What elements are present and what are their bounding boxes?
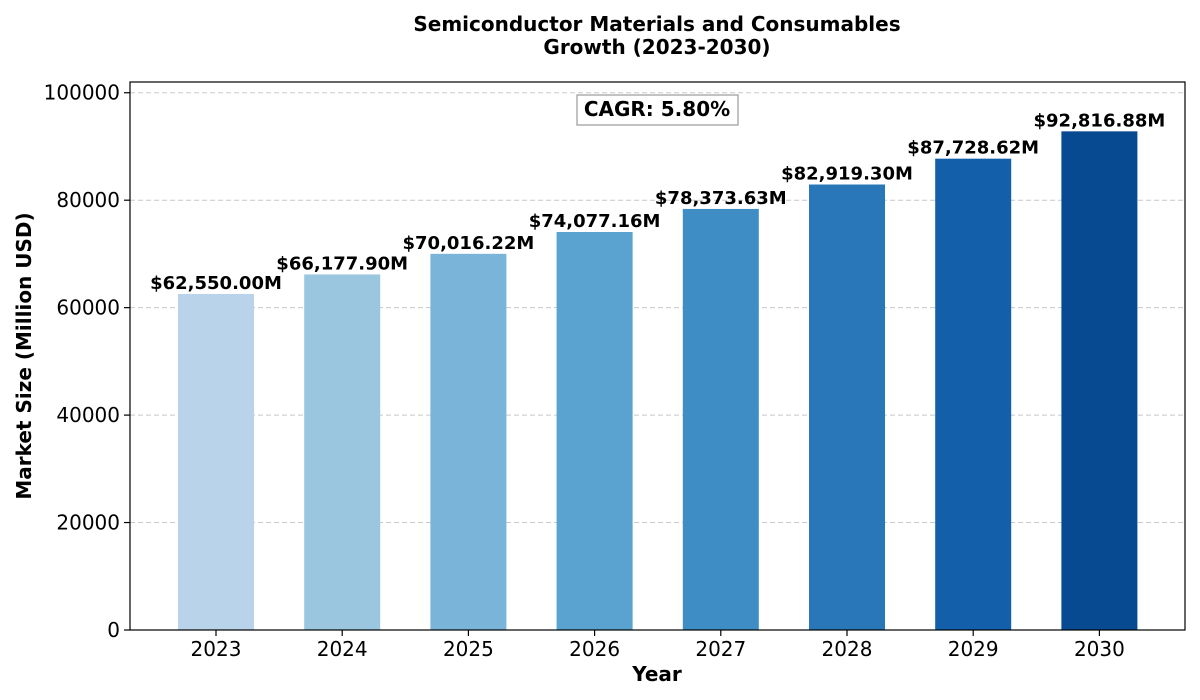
- x-axis-ticks: 2023 2024 2025 2026 2027 2028 2029 2030: [191, 630, 1125, 661]
- y-tick-label: 20000: [56, 511, 120, 535]
- y-axis-label: Market Size (Million USD): [12, 212, 36, 499]
- y-axis-ticks: 0 20000 40000 60000 80000 100000: [44, 81, 130, 642]
- bar-2025: [430, 253, 507, 631]
- x-axis-label: Year: [631, 662, 682, 686]
- data-label-2030: $92,816.88M: [1034, 110, 1166, 131]
- y-tick-label: 80000: [56, 188, 120, 212]
- data-label-2026: $74,077.16M: [529, 211, 661, 232]
- x-tick-label: 2023: [191, 637, 242, 661]
- x-tick-label: 2026: [569, 637, 620, 661]
- data-label-2025: $70,016.22M: [403, 233, 535, 254]
- data-label-2023: $62,550.00M: [150, 273, 282, 294]
- x-tick-label: 2025: [443, 637, 494, 661]
- bar-2026: [556, 232, 633, 630]
- bars: [178, 131, 1138, 631]
- x-tick-label: 2030: [1074, 637, 1125, 661]
- cagr-annotation: CAGR: 5.80%: [576, 94, 739, 126]
- bar-2024: [304, 274, 381, 630]
- y-tick-label: 100000: [44, 81, 120, 105]
- chart-subtitle: Growth (2023-2030): [543, 35, 770, 59]
- bar-2030: [1061, 131, 1138, 630]
- bar-2029: [935, 158, 1012, 630]
- plot-frame: [129, 81, 1186, 631]
- data-label-2024: $66,177.90M: [276, 253, 408, 274]
- cagr-label: CAGR: 5.80%: [584, 97, 730, 121]
- data-label-2028: $82,919.30M: [781, 164, 913, 185]
- bar-2023: [178, 293, 254, 630]
- x-tick-label: 2029: [948, 637, 999, 661]
- x-tick-label: 2028: [822, 637, 873, 661]
- y-tick-label: 60000: [56, 296, 120, 320]
- y-tick-label: 40000: [56, 403, 120, 427]
- y-tick-label: 0: [107, 618, 120, 642]
- chart-title: Semiconductor Materials and Consumables: [413, 12, 900, 36]
- data-label-2027: $78,373.63M: [655, 188, 787, 209]
- cagr-box: [576, 94, 739, 126]
- bar-2027: [682, 208, 759, 630]
- data-label-2029: $87,728.62M: [907, 138, 1039, 159]
- data-labels: $62,550.00M$66,177.90M$70,016.22M$74,077…: [150, 110, 1165, 294]
- x-tick-label: 2024: [317, 637, 368, 661]
- bar-2028: [809, 184, 885, 630]
- x-tick-label: 2027: [695, 637, 746, 661]
